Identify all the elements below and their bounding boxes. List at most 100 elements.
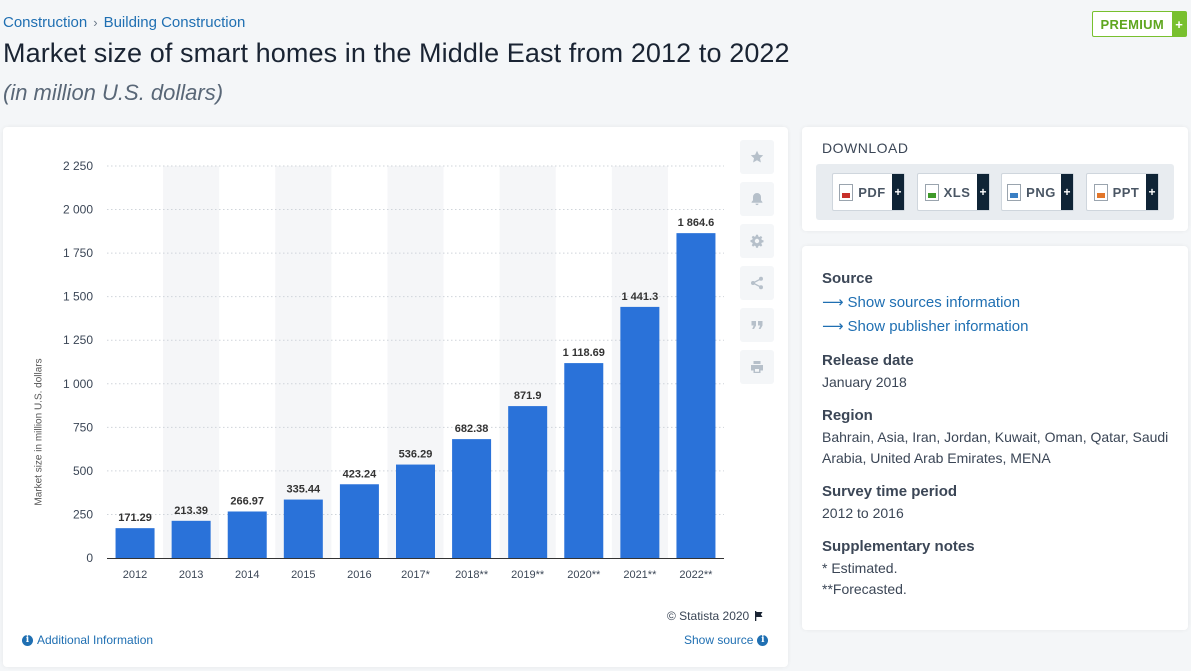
- data-label: 213.39: [174, 505, 208, 517]
- download-ppt-label: PPT: [1112, 184, 1140, 200]
- star-icon: [750, 150, 764, 163]
- x-tick-label: 2015: [291, 569, 315, 581]
- y-axis-label: Market size in million U.S. dollars: [33, 358, 45, 506]
- bar: [339, 484, 379, 558]
- breadcrumb: Construction › Building Construction: [3, 14, 245, 31]
- y-tick-label: 2 000: [63, 203, 93, 217]
- data-label: 171.29: [118, 512, 152, 524]
- xls-file-icon: [924, 183, 939, 201]
- bar: [283, 499, 323, 558]
- statista-credit: © Statista 2020: [667, 609, 765, 623]
- download-card: DOWNLOAD PDF + XLS + PNG: [802, 127, 1188, 231]
- breadcrumb-separator: ›: [93, 15, 98, 30]
- download-png-button[interactable]: PNG +: [1001, 173, 1074, 211]
- page-subtitle: (in million U.S. dollars): [3, 80, 224, 105]
- download-ppt-button[interactable]: PPT +: [1086, 173, 1159, 211]
- breadcrumb-item-building-construction[interactable]: Building Construction: [103, 14, 246, 31]
- x-tick-label: 2016: [347, 569, 371, 581]
- y-tick-label: 250: [73, 507, 93, 521]
- gear-icon: [750, 234, 764, 248]
- bar: [564, 363, 604, 558]
- data-label: 335.44: [286, 484, 321, 496]
- favorite-button[interactable]: [740, 140, 774, 174]
- show-source-link[interactable]: Show source i: [684, 633, 769, 647]
- info-icon: i: [757, 634, 769, 646]
- y-tick-label: 2 250: [63, 159, 93, 173]
- statistic-info-card: Source ⟶ Show sources information ⟶ Show…: [802, 246, 1188, 630]
- bar: [396, 464, 435, 558]
- bar: [620, 306, 660, 558]
- survey-period-value: 2012 to 2016: [822, 505, 904, 521]
- plus-icon: +: [977, 174, 989, 210]
- chart-toolbar: [740, 140, 774, 384]
- plus-icon: +: [1172, 12, 1186, 36]
- supplementary-notes-heading: Supplementary notes: [822, 538, 975, 555]
- show-publisher-label: Show publisher information: [847, 317, 1029, 335]
- data-label: 423.24: [343, 468, 378, 480]
- download-pdf-label: PDF: [858, 184, 886, 200]
- download-ppt-content: PPT: [1087, 174, 1146, 210]
- flag-icon[interactable]: [753, 610, 765, 622]
- credit-text: © Statista 2020: [667, 609, 750, 623]
- file-icon-band: [927, 192, 936, 198]
- x-tick-label: 2021**: [623, 569, 657, 581]
- breadcrumb-item-construction[interactable]: Construction: [3, 14, 88, 31]
- note-estimated: * Estimated.: [822, 560, 898, 576]
- download-xls-button[interactable]: XLS +: [917, 173, 990, 211]
- data-label: 1 864.6: [678, 217, 715, 229]
- region-heading: Region: [822, 407, 873, 424]
- share-button[interactable]: [740, 266, 774, 300]
- show-publisher-link[interactable]: ⟶ Show publisher information: [822, 317, 1029, 336]
- bar: [508, 406, 548, 558]
- survey-period-heading: Survey time period: [822, 483, 958, 500]
- premium-label: PREMIUM: [1100, 16, 1164, 32]
- pdf-file-icon: [839, 183, 854, 201]
- bar: [115, 528, 155, 558]
- settings-button[interactable]: [740, 224, 774, 258]
- y-tick-label: 1 750: [63, 246, 93, 260]
- share-icon: [751, 276, 763, 290]
- png-file-icon: [1007, 183, 1022, 201]
- category-band: [163, 166, 220, 558]
- cite-button[interactable]: [740, 308, 774, 342]
- show-sources-label: Show sources information: [847, 293, 1021, 311]
- x-tick-label: 2020**: [567, 569, 601, 581]
- y-tick-label: 1 500: [63, 290, 93, 304]
- premium-button[interactable]: PREMIUM +: [1091, 11, 1187, 37]
- show-source-label: Show source: [684, 633, 754, 647]
- category-band: [275, 166, 332, 558]
- file-icon-band: [1010, 192, 1019, 198]
- print-button[interactable]: [740, 350, 774, 384]
- quote-icon: [751, 321, 763, 329]
- data-label: 1 441.3: [622, 291, 659, 303]
- plus-icon: +: [1146, 174, 1158, 210]
- x-tick-label: 2018**: [455, 569, 489, 581]
- plus-icon: +: [892, 174, 904, 210]
- note-forecasted: **Forecasted.: [822, 581, 907, 597]
- y-tick-label: 1 000: [63, 377, 93, 391]
- x-tick-label: 2013: [179, 569, 203, 581]
- bar-chart: 0 250 500 750 1 000 1 250 1 500 1 750 2 000 2 250…: [63, 159, 724, 581]
- y-tick-label: 500: [73, 464, 93, 478]
- show-sources-link[interactable]: ⟶ Show sources information: [822, 293, 1021, 312]
- download-heading: DOWNLOAD: [822, 140, 909, 156]
- additional-information-link[interactable]: i Additional Information: [22, 633, 153, 647]
- download-buttons: PDF + XLS + PNG +: [816, 164, 1174, 220]
- info-icon: i: [22, 634, 33, 646]
- region-value: Bahrain, Asia, Iran, Jordan, Kuwait, Oma…: [822, 429, 1169, 466]
- arrow-right-icon: ⟶: [822, 318, 844, 335]
- download-pdf-button[interactable]: PDF +: [832, 173, 905, 211]
- download-pdf-content: PDF: [833, 174, 892, 210]
- chart-card: 0 250 500 750 1 000 1 250 1 500 1 750 2 000 2 250…: [3, 127, 788, 667]
- data-label: 682.38: [455, 423, 489, 435]
- arrow-right-icon: ⟶: [822, 294, 844, 311]
- file-icon-band: [1096, 192, 1105, 198]
- notification-button[interactable]: [740, 182, 774, 216]
- data-label: 871.9: [514, 390, 542, 402]
- file-icon-band: [842, 192, 851, 198]
- data-label: 266.97: [230, 495, 264, 507]
- bar: [676, 233, 716, 558]
- x-tick-label: 2019**: [511, 569, 545, 581]
- x-tick-label: 2014: [235, 569, 259, 581]
